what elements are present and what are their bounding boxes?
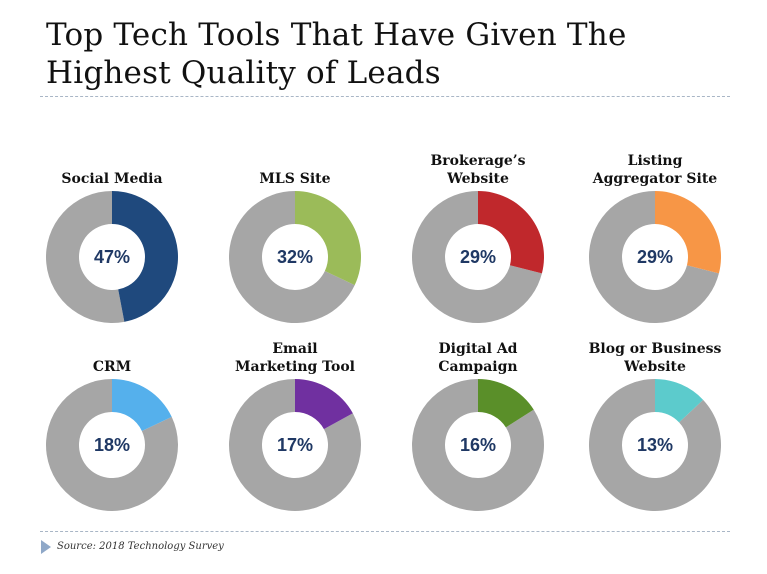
donut-chart: 16% <box>412 379 544 511</box>
donut-panel-listing-aggregator-site: Listing Aggregator Site 29% <box>580 132 730 332</box>
donut-remainder-slice <box>229 191 355 323</box>
donut-value-slice <box>295 191 361 286</box>
donut-percent-label: 32% <box>277 247 313 267</box>
donut-chart: 32% <box>229 191 361 323</box>
donut-panel-brokerage-s-website: Brokerage’s Website 29% <box>403 132 553 332</box>
donut-remainder-slice <box>589 379 721 511</box>
donut-value-slice <box>112 191 179 322</box>
donut-remainder-slice <box>229 379 361 511</box>
donut-value-slice <box>655 191 721 274</box>
donut-label: Blog or Business Website <box>588 341 722 375</box>
donut-value-slice <box>112 379 172 431</box>
title-line-1: Top Tech Tools That Have Given The <box>46 17 627 53</box>
donut-remainder-slice <box>412 191 542 323</box>
title-divider <box>40 96 730 97</box>
donut-value-slice <box>655 379 704 423</box>
donut-chart: 29% <box>412 191 544 323</box>
donut-remainder-slice <box>46 379 178 511</box>
donut-percent-label: 47% <box>94 247 130 267</box>
donut-value-slice <box>478 379 534 428</box>
donut-percent-label: 29% <box>637 247 673 267</box>
donut-remainder-slice <box>412 379 544 511</box>
source-note: Source: 2018 Technology Survey <box>57 541 224 552</box>
donut-label: Email Marketing Tool <box>235 341 355 375</box>
donut-percent-label: 17% <box>277 435 313 455</box>
title-line-2: Highest Quality of Leads <box>46 55 441 91</box>
donut-percent-label: 13% <box>637 435 673 455</box>
donut-panel-mls-site: MLS Site 32% <box>220 132 370 332</box>
donut-value-slice <box>295 379 353 430</box>
donut-chart: 18% <box>46 379 178 511</box>
donut-percent-label: 16% <box>460 435 496 455</box>
donut-percent-label: 29% <box>460 247 496 267</box>
donut-remainder-slice <box>46 191 125 323</box>
donut-label: CRM <box>92 359 132 375</box>
donut-label: Brokerage’s Website <box>430 153 526 187</box>
donut-panel-email-marketing-tool: Email Marketing Tool 17% <box>220 320 370 520</box>
donut-chart: 29% <box>589 191 721 323</box>
donut-label: Social Media <box>61 171 163 187</box>
donut-percent-label: 18% <box>94 435 130 455</box>
donut-remainder-slice <box>589 191 719 323</box>
donut-chart: 17% <box>229 379 361 511</box>
donut-label: Listing Aggregator Site <box>592 153 718 187</box>
donut-label: Digital Ad Campaign <box>438 341 518 375</box>
play-arrow-icon <box>41 540 51 554</box>
donut-panel-blog-or-business-website: Blog or Business Website 13% <box>580 320 730 520</box>
donut-value-slice <box>478 191 544 274</box>
donut-label: MLS Site <box>259 171 331 187</box>
donut-chart: 47% <box>46 191 179 323</box>
footer-divider <box>40 531 730 532</box>
donut-panel-digital-ad-campaign: Digital Ad Campaign 16% <box>403 320 553 520</box>
donut-chart: 13% <box>589 379 721 511</box>
donut-panel-social-media: Social Media 47% <box>37 132 187 332</box>
page-title: Top Tech Tools That Have Given The Highe… <box>46 16 746 92</box>
donut-panel-crm: CRM 18% <box>37 320 187 520</box>
